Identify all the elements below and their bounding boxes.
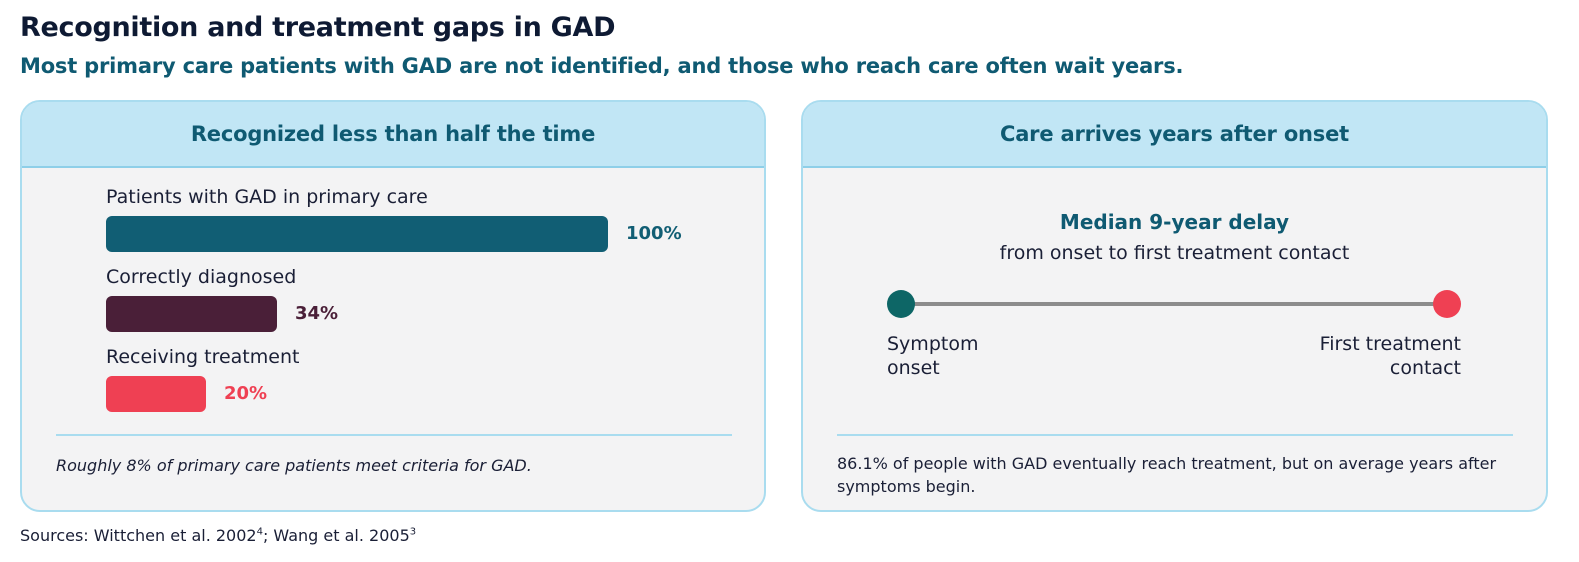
timeline-line [901,302,1449,306]
care-delay-divider [837,434,1513,436]
timeline-end-dot [1433,290,1461,318]
sources-ref-1: 4 [256,526,263,538]
care-delay-note: 86.1% of people with GAD eventually reac… [837,454,1497,496]
page-title: Recognition and treatment gaps in GAD [20,12,616,43]
recognition-footnote: Roughly 8% of primary care patients meet… [56,456,532,475]
care-delay-panel: Care arrives years after onset Median 9-… [801,100,1548,512]
timeline-start-label: Symptom onset [887,333,979,379]
sources-text-2: ; Wang et al. 2005 [262,526,410,545]
bar-2 [106,376,206,412]
bar-label-1: Correctly diagnosed [106,266,297,288]
recognition-panel-heading: Recognized less than half the time [22,102,764,168]
bar-1 [106,296,277,332]
bar-value-label-0: 100% [626,223,682,244]
bar-value-label-1: 34% [295,303,339,324]
delay-description: from onset to first treatment contact [999,242,1350,264]
bar-label-2: Receiving treatment [106,346,300,368]
bar-value-label-2: 20% [224,383,268,404]
care-delay-panel-heading: Care arrives years after onset [803,102,1546,168]
recognition-panel: Recognized less than half the time Patie… [20,100,766,512]
delay-headline: Median 9-year delay [1059,210,1290,234]
sources-ref-2: 3 [409,526,417,538]
page-subtitle: Most primary care patients with GAD are … [20,54,1184,78]
recognition-divider [56,434,732,436]
sources-text: Sources: Wittchen et al. 2002 [20,526,257,545]
timeline-end-label: First treatment contact [1319,333,1461,379]
bar-label-0: Patients with GAD in primary care [106,186,428,208]
bar-0 [106,216,608,252]
timeline-start-dot [887,290,915,318]
sources-citation: Sources: Wittchen et al. 20024; Wang et … [20,526,416,545]
